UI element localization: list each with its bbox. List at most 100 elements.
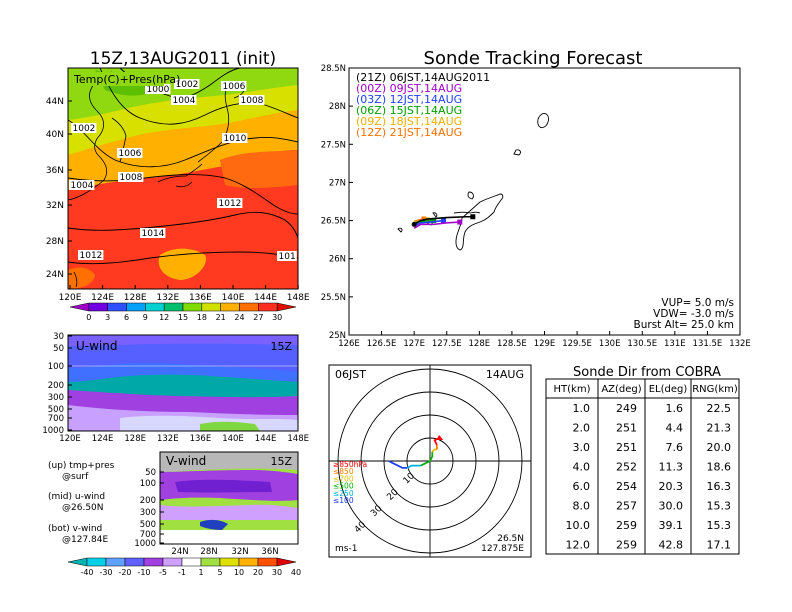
note-up-1: (up) tmp+pres [48,461,115,471]
temp-colorbar-cell [182,302,203,312]
v-colorbar-cell [67,557,88,567]
isobar-label: 1000 [147,85,170,95]
u-lon-label: 128E [124,434,146,444]
v-wind-time: 15Z [270,455,292,468]
table-cell: 20.3 [659,480,684,493]
v-lat-label: 32N [231,547,248,557]
isobar-label: 1008 [241,96,264,106]
v-lat-label: 36N [261,547,278,557]
v-colorbar-label: 40 [291,568,301,577]
track-series-line [413,215,473,226]
isobar-label: 1002 [73,124,96,134]
note-bot-1: (bot) v-wind [48,524,102,534]
v-colorbar-cell [86,557,107,567]
u-wind-border [67,334,299,432]
temp-colorbar-cell [258,302,278,312]
lon-tick-label: 136E [189,293,212,303]
track-x-tick-label: 129.5E [562,339,592,349]
u-wind-label: U-wind [76,339,117,353]
table-header-cell: RNG(km) [692,384,738,395]
launch-params: VUP= 5.0 m/s VDW= -3.0 m/s Burst Alt= 25… [634,297,734,331]
temp-colorbar: 0 3 6 9 12 15 18 21 24 27 30 [69,302,297,322]
hodograph-unit: ms-1 [335,544,357,554]
isobar-label: 1008 [120,173,143,183]
burst-marker [440,218,446,224]
table-cell: 12.0 [566,539,591,552]
v-wind-border [159,451,299,545]
u-pressure-label: 200 [48,381,64,391]
note-mid-2: @26.50N [62,503,104,513]
v-colorbar-label: -30 [99,568,112,577]
u-lon-label: 148E [287,434,309,444]
v-colorbar-label: -40 [80,568,93,577]
table-cell: 3.0 [573,441,591,454]
table-cell: 18.6 [707,461,732,474]
lat-tick-label: 36N [46,166,64,176]
u-lon-label: 120E [59,434,81,444]
isobar-label-bg [118,172,144,182]
table-cell: 21.3 [707,422,732,435]
table-cell: 4.4 [666,422,684,435]
note-bot-2: @127.84E [62,535,108,545]
cobra-table: HT(km) AZ(deg) EL(deg) RNG(km) 1.0 249 1.6 22.5… [545,378,740,555]
track-y-tick-label: 26N [329,255,346,265]
track-x-tick-label: 126.5E [367,339,397,349]
lat-tick-label: 24N [46,270,64,280]
lon-tick-label: 124E [91,293,114,303]
table-header-cell: HT(km) [554,384,591,395]
v-lat-label: 24N [171,547,188,557]
u-pressure-label: 500 [48,405,64,415]
note-up-2: @surf [62,472,89,482]
lon-tick-label: 120E [59,293,82,303]
lon-tick-label: 128E [124,293,147,303]
temp-colorbar-label: 24 [234,313,244,322]
v-colorbar-label: -10 [137,568,150,577]
temp-colorbar-label: 9 [143,313,148,322]
v-colorbar-cell [124,557,145,567]
v-colorbar-cell [181,557,202,567]
table-cell: 251 [616,422,637,435]
temp-colorbar-label: 0 [86,313,91,322]
level-legend-item: ≤500 [333,482,354,491]
legend-notes: (up) tmp+pres @surf (mid) u-wind @26.50N… [48,461,115,545]
isobar-label: 1004 [71,181,94,191]
track-legend-item: (21Z) 06JST,14AUG2011 [356,71,490,84]
track-y-tick-label: 28.5N [321,64,346,74]
track-x-tick-label: 127.5E [432,339,462,349]
track-series-line [413,219,444,227]
table-cell: 6.0 [573,480,591,493]
track-y-tick-label: 25.5N [321,293,346,303]
coastlines [67,71,245,288]
v-colorbar-label: 20 [253,568,263,577]
v-wind-label: V-wind [166,454,206,468]
temp-colorbar-label: 6 [124,313,129,322]
hodograph-arrowhead [436,435,444,440]
v-colorbar-cell [200,557,221,567]
table-cell: 259 [616,519,637,532]
temp-map-axes: 44N 40N 36N 32N 28N 24N 120E 124E 128E 132E 136E 14… [46,97,310,303]
table-cell: 17.1 [707,539,732,552]
track-legend-item: (09Z) 18JST,14AUG [356,115,462,128]
u-pressure-label: 50 [53,344,64,354]
u-lon-label: 144E [255,434,277,444]
isobar-label: 101 [279,252,296,262]
isobar-label-bg [171,95,197,105]
u-lon-label: 140E [222,434,244,444]
burst-marker [431,218,437,224]
cobra-table-panel: Sonde Dir from COBRA HT(km) AZ(deg) EL(deg… [545,365,740,555]
temp-colorbar-label: 12 [159,313,169,322]
isobar-label-bg [174,79,200,89]
table-title: Sonde Dir from COBRA [573,365,721,380]
temp-colorbar-label: 27 [253,313,263,322]
u-wind-fields [68,335,298,431]
lat-tick-label: 44N [46,97,64,107]
isobar-label-bg [217,198,243,208]
table-border [545,378,740,555]
hodograph-segment [406,464,421,469]
u-wind-time: 15Z [270,340,292,353]
temp-colorbar-cell [88,302,108,312]
v-colorbar-label: -1 [178,568,186,577]
